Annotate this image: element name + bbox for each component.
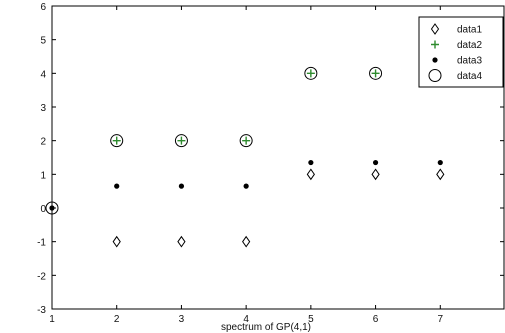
series-data3 xyxy=(49,159,443,211)
axes xyxy=(51,5,505,310)
y-tick-label: 2 xyxy=(40,137,46,148)
y-tick-label: 1 xyxy=(40,170,46,181)
legend: data1 data2 data3 data4 xyxy=(418,16,504,88)
data2-point xyxy=(177,136,186,145)
legend-label-data1: data1 xyxy=(457,25,482,36)
y-tick-label: 0 xyxy=(40,204,46,215)
data-points xyxy=(45,66,445,248)
legend-marker-data1 xyxy=(430,23,440,35)
data2-point xyxy=(306,69,315,78)
data1-point xyxy=(436,168,445,181)
data3-point xyxy=(178,183,185,189)
x-tick-label: 6 xyxy=(373,314,379,325)
x-axis-label: spectrum of GP(4,1) xyxy=(221,322,311,333)
x-tick-label: 3 xyxy=(179,314,185,325)
data2-point xyxy=(112,136,121,145)
plot-frame xyxy=(51,5,505,310)
x-tick-label: 2 xyxy=(114,314,120,325)
series-data2 xyxy=(112,69,380,145)
legend-label-data4: data4 xyxy=(457,71,482,82)
data3-point xyxy=(308,159,314,166)
data3-point xyxy=(243,183,249,189)
data3-point xyxy=(49,205,55,211)
series-data4 xyxy=(45,66,383,215)
y-tick-label: 3 xyxy=(40,103,46,114)
data4-point xyxy=(369,66,383,80)
legend-label-data2: data2 xyxy=(457,40,482,51)
data2-point xyxy=(371,69,380,78)
data1-point xyxy=(242,235,251,248)
data1-point xyxy=(306,168,315,181)
data3-point xyxy=(114,183,120,189)
legend-marker-data4 xyxy=(428,69,442,82)
x-tick-label: 4 xyxy=(243,314,249,325)
legend-marker-data2 xyxy=(431,40,439,49)
series-data1 xyxy=(112,168,445,248)
data4-point xyxy=(110,134,124,148)
data4-point xyxy=(45,201,59,215)
x-tick-label: 5 xyxy=(308,314,314,325)
y-tick-label: -1 xyxy=(37,238,46,249)
data1-point xyxy=(371,168,380,181)
data4-point xyxy=(239,134,253,148)
data1-point xyxy=(177,235,186,248)
ticks: 1 2 3 4 5 6 7 -3 -2 -1 0 1 2 3 4 5 6 xyxy=(37,2,504,325)
y-tick-label: 6 xyxy=(40,2,46,13)
legend-marker-data3 xyxy=(432,57,438,63)
legend-box xyxy=(418,16,504,88)
legend-label-data3: data3 xyxy=(457,56,482,67)
data4-point xyxy=(304,66,318,80)
data4-point xyxy=(174,134,188,148)
data2-point xyxy=(242,136,251,145)
x-tick-label: 1 xyxy=(49,314,55,325)
data1-point xyxy=(112,235,121,248)
x-tick-label: 7 xyxy=(438,314,444,325)
y-tick-label: 4 xyxy=(40,69,46,80)
y-tick-label: -2 xyxy=(37,271,46,282)
y-tick-label: 5 xyxy=(40,36,46,47)
y-tick-label: -3 xyxy=(37,305,46,316)
data3-point xyxy=(372,159,379,166)
data3-point xyxy=(437,159,443,166)
